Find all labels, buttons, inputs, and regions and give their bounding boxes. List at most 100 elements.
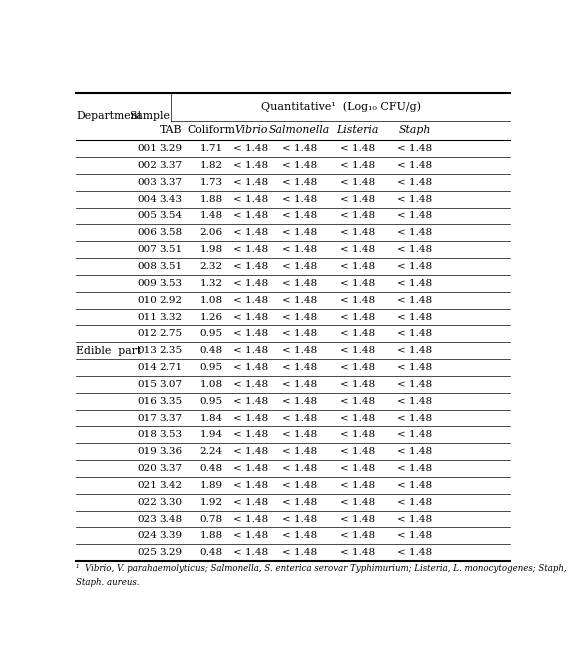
- Text: Department: Department: [76, 112, 142, 122]
- Text: 1.88: 1.88: [200, 531, 223, 541]
- Text: 025: 025: [137, 548, 157, 557]
- Text: < 1.48: < 1.48: [340, 245, 375, 254]
- Text: 3.36: 3.36: [160, 447, 183, 456]
- Text: < 1.48: < 1.48: [340, 531, 375, 541]
- Text: < 1.48: < 1.48: [282, 363, 317, 372]
- Text: 006: 006: [137, 228, 157, 237]
- Text: 3.37: 3.37: [160, 161, 183, 170]
- Text: 3.51: 3.51: [160, 262, 183, 271]
- Text: < 1.48: < 1.48: [340, 481, 375, 490]
- Text: 021: 021: [137, 481, 157, 490]
- Text: < 1.48: < 1.48: [233, 464, 269, 473]
- Text: < 1.48: < 1.48: [282, 296, 317, 305]
- Text: 024: 024: [137, 531, 157, 541]
- Text: < 1.48: < 1.48: [233, 313, 269, 321]
- Text: < 1.48: < 1.48: [398, 228, 432, 237]
- Text: < 1.48: < 1.48: [340, 211, 375, 221]
- Text: < 1.48: < 1.48: [282, 313, 317, 321]
- Text: < 1.48: < 1.48: [282, 279, 317, 288]
- Text: 1.84: 1.84: [200, 414, 223, 422]
- Text: < 1.48: < 1.48: [282, 195, 317, 203]
- Text: 020: 020: [137, 464, 157, 473]
- Text: 012: 012: [137, 329, 157, 338]
- Text: Edible  part: Edible part: [76, 346, 141, 356]
- Text: 3.53: 3.53: [160, 430, 183, 440]
- Text: < 1.48: < 1.48: [233, 397, 269, 406]
- Text: 1.73: 1.73: [200, 178, 223, 187]
- Text: < 1.48: < 1.48: [233, 262, 269, 271]
- Text: Vibrio: Vibrio: [235, 126, 268, 136]
- Text: 011: 011: [137, 313, 157, 321]
- Text: 3.07: 3.07: [160, 380, 183, 389]
- Text: 018: 018: [137, 430, 157, 440]
- Text: < 1.48: < 1.48: [282, 430, 317, 440]
- Text: < 1.48: < 1.48: [398, 464, 432, 473]
- Text: 3.37: 3.37: [160, 414, 183, 422]
- Text: < 1.48: < 1.48: [340, 464, 375, 473]
- Text: Listeria: Listeria: [336, 126, 379, 136]
- Text: < 1.48: < 1.48: [340, 548, 375, 557]
- Text: < 1.48: < 1.48: [398, 548, 432, 557]
- Text: 3.29: 3.29: [160, 548, 183, 557]
- Text: 1.08: 1.08: [200, 296, 223, 305]
- Text: < 1.48: < 1.48: [398, 161, 432, 170]
- Text: Quantitative¹  (Log₁₀ CFU/g): Quantitative¹ (Log₁₀ CFU/g): [261, 101, 421, 112]
- Text: < 1.48: < 1.48: [282, 262, 317, 271]
- Text: < 1.48: < 1.48: [398, 279, 432, 288]
- Text: < 1.48: < 1.48: [340, 447, 375, 456]
- Text: 3.30: 3.30: [160, 497, 183, 507]
- Text: 2.71: 2.71: [160, 363, 183, 372]
- Text: 017: 017: [137, 414, 157, 422]
- Text: < 1.48: < 1.48: [398, 447, 432, 456]
- Text: < 1.48: < 1.48: [398, 195, 432, 203]
- Text: 2.24: 2.24: [200, 447, 223, 456]
- Text: < 1.48: < 1.48: [398, 497, 432, 507]
- Text: 015: 015: [137, 380, 157, 389]
- Text: 3.58: 3.58: [160, 228, 183, 237]
- Text: < 1.48: < 1.48: [233, 329, 269, 338]
- Text: < 1.48: < 1.48: [282, 178, 317, 187]
- Text: < 1.48: < 1.48: [398, 262, 432, 271]
- Text: < 1.48: < 1.48: [282, 414, 317, 422]
- Text: 1.26: 1.26: [200, 313, 223, 321]
- Text: 0.95: 0.95: [200, 329, 223, 338]
- Text: < 1.48: < 1.48: [340, 497, 375, 507]
- Text: < 1.48: < 1.48: [340, 313, 375, 321]
- Text: < 1.48: < 1.48: [282, 531, 317, 541]
- Text: < 1.48: < 1.48: [233, 447, 269, 456]
- Text: 008: 008: [137, 262, 157, 271]
- Text: 010: 010: [137, 296, 157, 305]
- Text: < 1.48: < 1.48: [340, 329, 375, 338]
- Text: 001: 001: [137, 144, 157, 153]
- Text: < 1.48: < 1.48: [282, 548, 317, 557]
- Text: 007: 007: [137, 245, 157, 254]
- Text: < 1.48: < 1.48: [233, 211, 269, 221]
- Text: < 1.48: < 1.48: [282, 464, 317, 473]
- Text: 0.48: 0.48: [200, 464, 223, 473]
- Text: < 1.48: < 1.48: [282, 346, 317, 355]
- Text: < 1.48: < 1.48: [233, 296, 269, 305]
- Text: 3.29: 3.29: [160, 144, 183, 153]
- Text: < 1.48: < 1.48: [398, 397, 432, 406]
- Text: < 1.48: < 1.48: [282, 515, 317, 523]
- Text: < 1.48: < 1.48: [282, 228, 317, 237]
- Text: < 1.48: < 1.48: [398, 178, 432, 187]
- Text: 1.98: 1.98: [200, 245, 223, 254]
- Text: < 1.48: < 1.48: [282, 329, 317, 338]
- Text: 009: 009: [137, 279, 157, 288]
- Text: Salmonella: Salmonella: [269, 126, 331, 136]
- Text: < 1.48: < 1.48: [233, 363, 269, 372]
- Text: 016: 016: [137, 397, 157, 406]
- Text: 1.71: 1.71: [200, 144, 223, 153]
- Text: 1.32: 1.32: [200, 279, 223, 288]
- Text: < 1.48: < 1.48: [340, 195, 375, 203]
- Text: 3.43: 3.43: [160, 195, 183, 203]
- Text: < 1.48: < 1.48: [398, 346, 432, 355]
- Text: 1.82: 1.82: [200, 161, 223, 170]
- Text: < 1.48: < 1.48: [340, 144, 375, 153]
- Text: 002: 002: [137, 161, 157, 170]
- Text: 0.48: 0.48: [200, 346, 223, 355]
- Text: < 1.48: < 1.48: [398, 245, 432, 254]
- Text: 013: 013: [137, 346, 157, 355]
- Text: 1.94: 1.94: [200, 430, 223, 440]
